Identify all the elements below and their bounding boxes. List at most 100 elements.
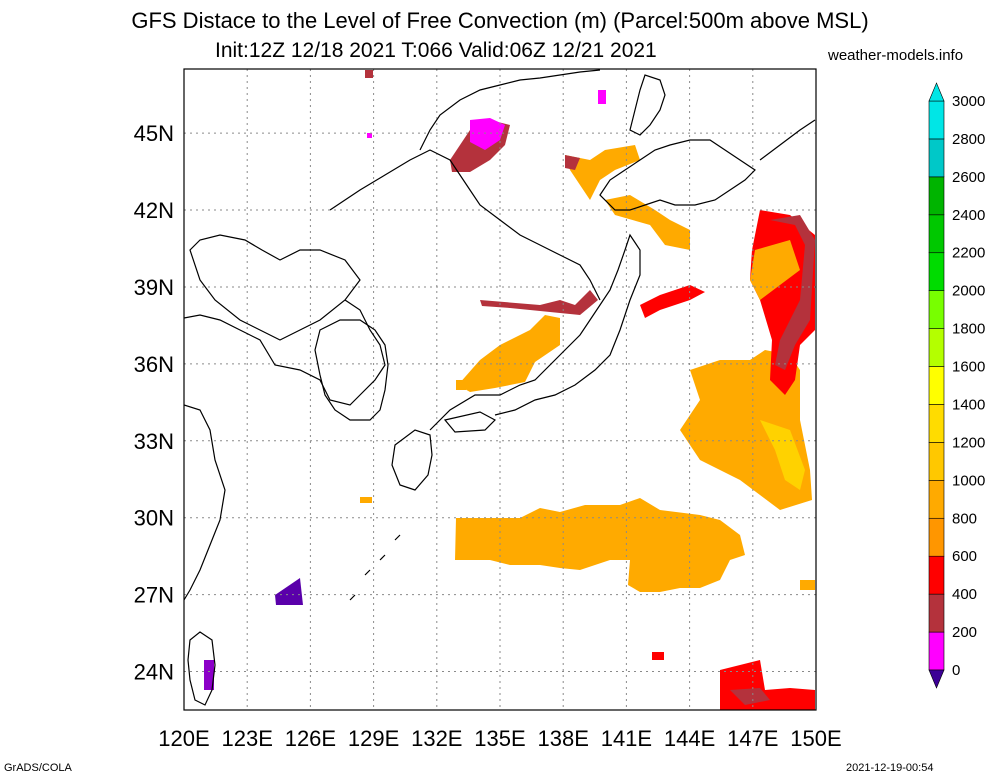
shade-ryukyu-purple	[275, 578, 303, 605]
coast-china-south	[184, 404, 226, 601]
map-frame	[183, 68, 817, 711]
shade-small-patch-6	[456, 380, 466, 390]
colorbar-swatch	[928, 366, 945, 405]
lon-tick-label: 123E	[222, 726, 273, 751]
gridlines	[184, 69, 816, 710]
colorbar-label: 1000	[952, 472, 985, 489]
shade-sea-japan-red	[480, 290, 598, 315]
colorbar-label: 2800	[952, 131, 985, 148]
colorbar-label: 0	[952, 662, 960, 679]
lat-tick-label: 30N	[134, 506, 174, 531]
coastlines	[184, 69, 816, 706]
lfc-shading	[204, 70, 815, 710]
lat-tick-label: 42N	[134, 198, 174, 223]
colorbar-swatch	[928, 555, 945, 595]
shade-hokkaido-red	[565, 155, 580, 170]
colorbar-swatch	[928, 480, 945, 519]
shade-east-orange	[680, 350, 812, 510]
shade-honshu-band	[458, 315, 560, 392]
coast-honshu	[429, 233, 641, 431]
shade-small-patch-3	[598, 90, 606, 104]
coast-ryukyu	[349, 534, 401, 601]
coast-korea	[314, 319, 389, 421]
colorbar-swatch	[928, 176, 945, 216]
shade-tsugaru	[605, 195, 690, 250]
lon-tick-label: 129E	[348, 726, 399, 751]
lat-tick-label: 45N	[134, 121, 174, 146]
colorbar-swatch	[928, 442, 945, 481]
colorbar-label: 2000	[952, 283, 985, 300]
colorbar-swatch	[928, 328, 945, 367]
shade-south-band	[455, 498, 745, 592]
shade-small-patch-4	[365, 70, 373, 78]
lon-tick-label: 135E	[474, 726, 525, 751]
lat-tick-label: 27N	[134, 583, 174, 608]
lat-tick-label: 36N	[134, 352, 174, 377]
lat-tick-label: 39N	[134, 275, 174, 300]
longitude-labels: 120E 123E 126E 129E 132E 135E 138E 141E 144E 147E…	[158, 726, 841, 751]
shade-ne-brown	[770, 215, 815, 370]
lon-tick-label: 120E	[158, 726, 209, 751]
colorbar-label: 2200	[952, 245, 985, 262]
colorbar: 0 200 400 600 800 1000 1200 1400 1600 1800 2000 220…	[928, 82, 985, 689]
shade-small-patch-2	[652, 652, 664, 660]
lat-tick-label: 24N	[134, 660, 174, 685]
colorbar-label: 1600	[952, 359, 985, 376]
colorbar-swatch	[928, 214, 945, 254]
lat-tick-label: 33N	[134, 429, 174, 454]
coast-korea-china	[189, 234, 361, 341]
shade-south-east-patch	[720, 660, 815, 710]
colorbar-high-arrow	[928, 82, 945, 102]
colorbar-swatch	[928, 252, 945, 291]
coast-kyushu	[391, 429, 433, 491]
colorbar-swatch	[928, 100, 945, 140]
shade-taiwan-magenta	[204, 660, 214, 690]
colorbar-swatch	[928, 593, 945, 633]
colorbar-swatch	[928, 631, 945, 671]
title-line-1: GFS Distace to the Level of Free Convect…	[131, 8, 869, 33]
latitude-labels: 45N 42N 39N 36N 33N 30N 27N 24N	[134, 121, 174, 684]
shade-east-yellow	[760, 420, 805, 490]
colorbar-label: 1400	[952, 396, 985, 413]
colorbar-swatch	[928, 138, 945, 178]
lon-tick-label: 138E	[538, 726, 589, 751]
lon-tick-label: 150E	[790, 726, 841, 751]
shade-ne-orange	[750, 240, 800, 300]
coast-hokkaido	[599, 139, 756, 211]
colorbar-label: 1200	[952, 434, 985, 451]
colorbar-label: 400	[952, 586, 977, 603]
shade-small-patch-1	[360, 497, 372, 503]
shade-south-east-brown	[730, 688, 770, 705]
lon-tick-label: 132E	[411, 726, 462, 751]
colorbar-swatch	[928, 290, 945, 329]
coast-mainland	[184, 149, 601, 406]
colorbar-label: 200	[952, 624, 977, 641]
shade-small-patch-7	[800, 580, 815, 590]
lon-tick-label: 126E	[285, 726, 336, 751]
site-credit: weather-models.info	[828, 47, 964, 64]
colorbar-label: 600	[952, 548, 977, 565]
coast-sakhalin	[629, 74, 666, 136]
coast-taiwan	[187, 631, 216, 706]
coast-kurils	[759, 119, 816, 161]
colorbar-label: 3000	[952, 93, 985, 110]
colorbar-label: 1800	[952, 321, 985, 338]
shade-small-patch-5	[367, 133, 372, 138]
lon-tick-label: 141E	[601, 726, 652, 751]
coast-shikoku	[443, 411, 496, 433]
colorbar-low-arrow	[928, 669, 945, 689]
shade-hokkaido-west	[565, 145, 640, 200]
colorbar-swatch	[928, 404, 945, 443]
colorbar-swatch	[928, 517, 945, 557]
coast-russia	[419, 69, 601, 151]
shade-sakhalin-magenta	[470, 118, 505, 150]
lon-tick-label: 144E	[664, 726, 715, 751]
colorbar-label: 2400	[952, 207, 985, 224]
colorbar-label: 2600	[952, 169, 985, 186]
shade-north-honshu	[640, 285, 705, 318]
footer-software-credit: GrADS/COLA	[4, 762, 72, 774]
colorbar-label: 800	[952, 510, 977, 527]
title-line-2: Init:12Z 12/18 2021 T:066 Valid:06Z 12/2…	[215, 39, 657, 62]
footer-timestamp: 2021-12-19-00:54	[846, 762, 934, 774]
